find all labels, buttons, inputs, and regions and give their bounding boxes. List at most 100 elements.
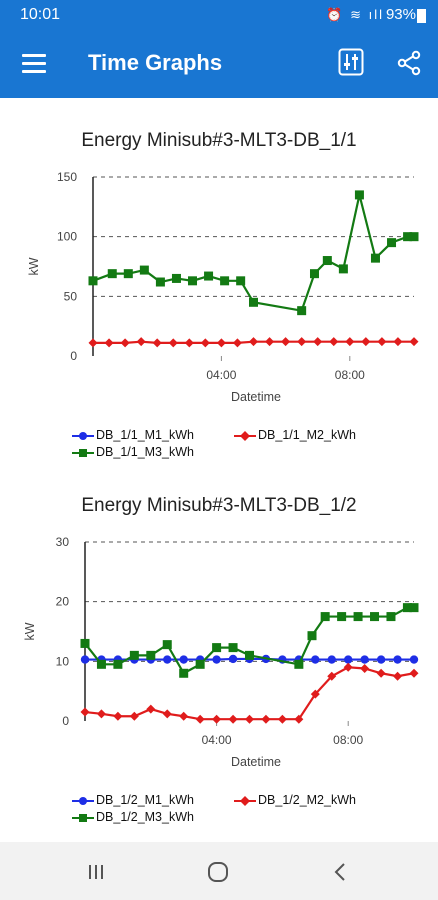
- y-tick-label: 0: [70, 349, 77, 363]
- data-point: [249, 297, 258, 307]
- menu-icon[interactable]: [22, 54, 46, 73]
- y-axis-label: kW: [23, 622, 37, 640]
- data-point: [297, 306, 307, 316]
- data-point: [320, 612, 330, 622]
- x-tick-label: 04:00: [206, 368, 236, 382]
- data-point: [80, 638, 90, 648]
- data-point: [393, 655, 402, 664]
- x-tick-label: 08:00: [333, 733, 363, 747]
- data-point: [80, 655, 90, 664]
- data-point: [377, 337, 387, 347]
- data-point: [195, 714, 205, 724]
- data-point: [343, 662, 353, 672]
- data-point: [139, 265, 149, 275]
- status-bar: 10:01 ⏰ ≋ ıll 93%: [0, 0, 438, 30]
- status-icons: ⏰ ≋ ıll: [326, 7, 384, 22]
- data-point: [345, 337, 355, 347]
- data-point: [129, 650, 139, 660]
- series-line-m3: [92, 194, 414, 312]
- data-point: [360, 655, 369, 664]
- data-point: [249, 337, 258, 347]
- system-nav-bar: [0, 842, 438, 900]
- data-point: [123, 269, 133, 279]
- filter-icon[interactable]: [338, 48, 364, 76]
- home-icon[interactable]: [198, 856, 238, 888]
- data-point: [220, 276, 230, 286]
- data-point: [88, 276, 98, 286]
- data-point: [309, 269, 319, 279]
- data-point: [107, 269, 117, 279]
- data-point: [113, 659, 123, 669]
- data-point: [188, 276, 198, 286]
- data-point: [344, 655, 353, 664]
- data-point: [245, 650, 254, 660]
- data-point: [184, 338, 194, 348]
- data-point: [228, 654, 238, 664]
- chart-2: 0 10 20 30 04:00 08:00 Datetime kW: [23, 535, 419, 769]
- data-point: [327, 671, 337, 681]
- data-point: [146, 650, 156, 660]
- data-point: [338, 264, 348, 274]
- data-point: [376, 655, 386, 664]
- data-point: [313, 337, 323, 347]
- data-point: [80, 707, 90, 717]
- data-point: [337, 612, 347, 622]
- data-point: [162, 640, 172, 650]
- data-point: [297, 337, 307, 347]
- data-point: [163, 655, 172, 664]
- chart-1-legend: DB_1/1_M1_kWh DB_1/1_M2_kWh DB_1/1_M3_kW…: [0, 428, 438, 468]
- data-point: [200, 338, 210, 348]
- data-point: [96, 709, 106, 719]
- data-point: [409, 337, 419, 347]
- data-point: [212, 714, 222, 724]
- x-axis-label: Datetime: [231, 390, 281, 404]
- data-point: [88, 338, 98, 348]
- data-point: [179, 655, 188, 664]
- data-point: [168, 338, 178, 348]
- recent-apps-icon[interactable]: [76, 856, 116, 888]
- data-point: [307, 631, 317, 641]
- y-tick-label: 20: [56, 595, 70, 609]
- data-point: [409, 603, 419, 613]
- data-point: [265, 337, 275, 347]
- battery-icon: [417, 9, 426, 23]
- data-point: [245, 714, 254, 724]
- data-point: [146, 704, 156, 714]
- y-tick-label: 100: [57, 230, 77, 244]
- data-point: [393, 337, 403, 347]
- app-bar: Time Graphs: [0, 30, 438, 98]
- data-point: [152, 338, 162, 348]
- data-point: [354, 190, 364, 200]
- data-point: [311, 655, 320, 664]
- chart-2-legend: DB_1/2_M1_kWh DB_1/2_M2_kWh DB_1/2_M3_kW…: [0, 793, 438, 833]
- data-point: [204, 271, 214, 281]
- data-point: [376, 668, 386, 678]
- data-point: [236, 276, 246, 286]
- y-tick-label: 50: [64, 289, 78, 303]
- share-icon[interactable]: [396, 50, 422, 76]
- data-point: [409, 655, 419, 664]
- data-point: [370, 253, 380, 263]
- data-point: [120, 338, 130, 348]
- data-point: [212, 643, 222, 653]
- data-point: [327, 655, 336, 664]
- data-point: [277, 714, 287, 724]
- data-point: [393, 671, 403, 681]
- x-tick-label: 08:00: [335, 368, 365, 382]
- data-point: [361, 337, 371, 347]
- y-tick-label: 10: [56, 654, 70, 668]
- data-point: [370, 612, 380, 622]
- data-point: [171, 273, 181, 283]
- data-point: [113, 711, 123, 721]
- data-point: [228, 714, 238, 724]
- back-icon[interactable]: [320, 856, 360, 888]
- page-title: Time Graphs: [88, 50, 223, 75]
- data-point: [136, 337, 146, 347]
- status-time: 10:01: [20, 6, 61, 23]
- data-point: [212, 655, 221, 664]
- chart-2-title: Energy Minisub#3-MLT3-DB_1/2: [81, 495, 357, 516]
- y-tick-label: 0: [62, 714, 69, 728]
- data-point: [409, 668, 419, 678]
- data-point: [310, 689, 320, 699]
- data-point: [195, 659, 205, 669]
